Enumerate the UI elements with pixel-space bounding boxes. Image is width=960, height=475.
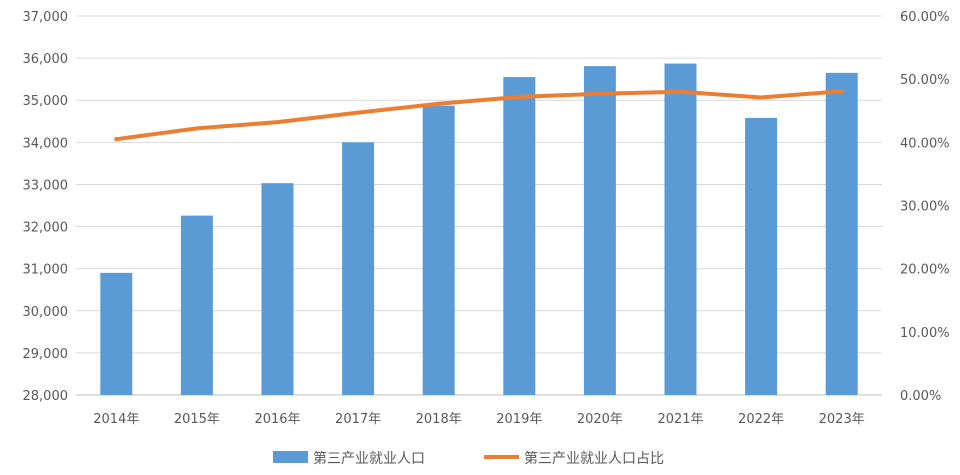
- y-left-tick-label: 37,000: [23, 10, 69, 25]
- x-tick-label: 2019年: [496, 412, 542, 427]
- bar: [583, 66, 616, 396]
- y-left-tick-label: 34,000: [23, 136, 69, 151]
- y-left-tick-label: 29,000: [23, 347, 69, 362]
- line-point: [194, 126, 199, 131]
- y-right-tick-label: 50.00%: [900, 73, 950, 88]
- line-point: [356, 110, 361, 115]
- y-right-tick-label: 0.00%: [900, 389, 941, 404]
- bar: [342, 142, 375, 395]
- y-left-tick-label: 30,000: [23, 305, 69, 320]
- x-tick-label: 2018年: [416, 412, 462, 427]
- y-left-tick-label: 35,000: [23, 94, 69, 109]
- x-tick-label: 2017年: [335, 412, 381, 427]
- line-point: [436, 101, 441, 106]
- line-point: [114, 137, 119, 142]
- bar: [180, 215, 213, 395]
- legend-swatch-bar: [273, 451, 308, 463]
- y-right-tick-label: 40.00%: [900, 136, 950, 151]
- bar: [422, 105, 455, 396]
- line-point: [839, 89, 844, 94]
- legend-label-line: 第三产业就业人口占比: [524, 450, 664, 467]
- y-right-tick-label: 20.00%: [900, 263, 950, 278]
- y-right-tick-label: 10.00%: [900, 326, 950, 341]
- legend-label-bar: 第三产业就业人口: [313, 450, 425, 467]
- line-point: [517, 94, 522, 99]
- y-left-tick-label: 36,000: [23, 52, 69, 67]
- y-left-tick-label: 33,000: [23, 178, 69, 193]
- line-point: [275, 120, 280, 125]
- y-left-tick-label: 32,000: [23, 221, 69, 236]
- line-point: [597, 91, 602, 96]
- bar: [745, 117, 778, 396]
- line-series: [114, 89, 844, 142]
- y-right-tick-label: 60.00%: [900, 10, 950, 25]
- bar: [261, 183, 294, 395]
- bar: [825, 72, 858, 395]
- x-tick-label: 2022年: [738, 412, 784, 427]
- bar: [503, 77, 536, 396]
- line-point: [678, 89, 683, 94]
- x-tick-label: 2016年: [254, 412, 300, 427]
- x-tick-label: 2021年: [657, 412, 703, 427]
- bar: [100, 272, 133, 395]
- x-tick-label: 2014年: [93, 412, 139, 427]
- x-tick-label: 2020年: [577, 412, 623, 427]
- x-tick-label: 2015年: [174, 412, 220, 427]
- y-left-tick-label: 28,000: [23, 389, 69, 404]
- line-point: [759, 95, 764, 100]
- x-tick-label: 2023年: [819, 412, 865, 427]
- y-right-tick-label: 30.00%: [900, 200, 950, 215]
- y-left-tick-label: 31,000: [23, 263, 69, 278]
- bar: [664, 63, 697, 395]
